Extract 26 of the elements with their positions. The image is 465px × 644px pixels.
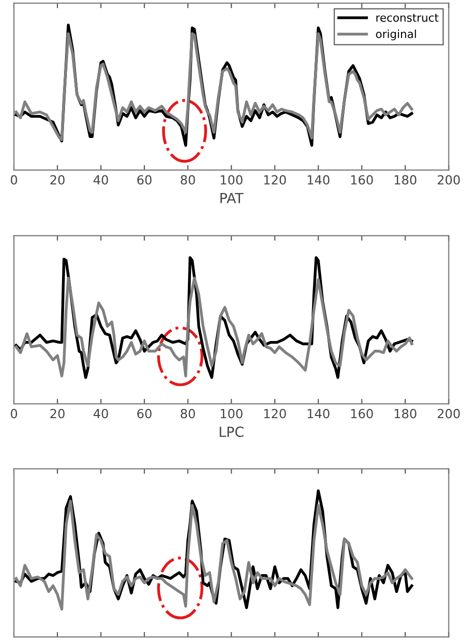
x-tick-label: 60 [137,175,152,185]
x-tick-label: 40 [94,408,108,418]
x-tick-label: 120 [264,408,286,418]
x-tick-label: 40 [94,175,108,185]
x-tick-label: 200 [438,175,460,185]
x-tick-label: 140 [308,175,330,185]
legend-label: original [376,30,416,40]
x-tick-label: 200 [438,408,460,418]
x-tick-label: 180 [394,175,416,185]
legend-label: reconstruct [376,14,438,22]
x-tick-label: 100 [220,175,242,185]
x-tick-label: 80 [180,175,195,185]
x-tick-label: 20 [50,175,65,185]
x-tick-label: 80 [180,408,195,418]
x-tick-label: 20 [50,408,65,418]
x-tick-label: 120 [264,175,286,185]
x-axis-title: LPC [220,426,244,438]
x-tick-label: 0 [10,408,18,418]
x-tick-label: 160 [351,408,373,418]
x-tick-label: 180 [394,408,416,418]
x-tick-label: 60 [137,408,152,418]
x-axis-title: PAT [220,192,244,204]
x-tick-label: 0 [10,175,18,185]
x-tick-label: 100 [220,408,242,418]
x-tick-label: 140 [308,408,330,418]
x-tick-label: 160 [351,175,373,185]
